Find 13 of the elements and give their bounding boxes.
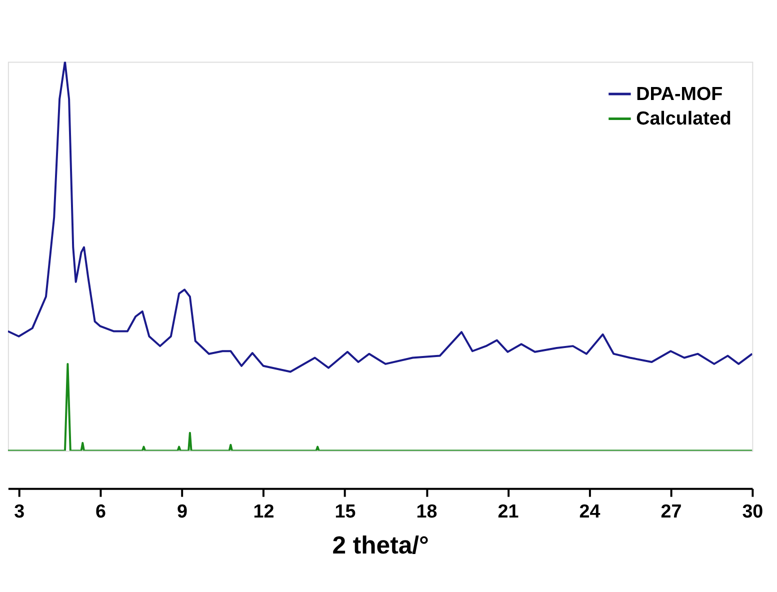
x-tick-label: 30 — [742, 500, 764, 522]
x-tick-label: 9 — [177, 500, 188, 522]
x-tick-label: 24 — [579, 500, 601, 522]
x-tick-label: 27 — [660, 500, 682, 522]
x-tick-label: 18 — [416, 500, 438, 522]
x-axis-title: 2 theta/° — [332, 532, 429, 560]
legend-label: DPA-MOF — [636, 82, 723, 104]
x-tick-label: 3 — [14, 500, 25, 522]
legend-label: Calculated — [636, 108, 732, 129]
x-tick-label: 6 — [96, 500, 106, 522]
x-tick-label: 12 — [253, 500, 274, 522]
x-tick-label: 15 — [334, 500, 356, 522]
x-tick-label: 21 — [498, 500, 519, 522]
